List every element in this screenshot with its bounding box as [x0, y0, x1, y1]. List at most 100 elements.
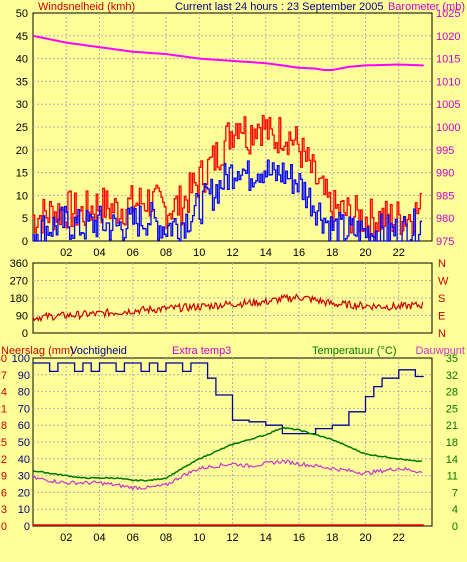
rain-y-tick: 27 — [0, 370, 7, 382]
rain-y-tick: 0 — [1, 521, 7, 533]
rain-y-tick: 24 — [0, 387, 7, 399]
x-tick-label: 18 — [326, 247, 338, 259]
x-tick-label: 12 — [226, 247, 238, 259]
direction-y-tick: 270 — [10, 276, 28, 288]
x-tick-label: 04 — [93, 532, 105, 544]
x-tick-label: 20 — [359, 532, 371, 544]
humidity-y-tick: 40 — [18, 454, 30, 466]
dewpoint-label: Dauwpunt — [415, 345, 465, 357]
wind-y-tick: 50 — [16, 8, 28, 20]
wind-y-tick: 30 — [16, 99, 28, 111]
baro-y-tick: 1015 — [436, 54, 460, 66]
temperature-y-tick: 11 — [447, 471, 458, 483]
page-title: Current last 24 hours : 23 September 200… — [175, 1, 384, 13]
humidity-series — [33, 362, 424, 435]
baro-y-tick: 1000 — [436, 122, 460, 134]
humidity-y-tick: 60 — [18, 420, 30, 432]
humidity-y-tick: 30 — [18, 471, 30, 483]
direction-compass-label: W — [438, 276, 449, 288]
humidity-y-tick: 100 — [12, 353, 30, 365]
wind-y-tick: 10 — [16, 190, 28, 202]
wind-y-tick: 5 — [22, 213, 28, 225]
wind-average-series — [32, 159, 422, 242]
wind-direction-series — [32, 293, 424, 323]
temperature-y-tick: 14 — [446, 454, 458, 466]
temperature-series — [32, 426, 423, 482]
wind-y-tick: 0 — [22, 236, 28, 248]
rain-y-tick: 9 — [1, 471, 7, 483]
baro-y-tick: 985 — [436, 190, 454, 202]
x-tick-label: 16 — [293, 532, 305, 544]
temperature-y-tick: 35 — [446, 353, 458, 365]
rain-y-tick: 21 — [0, 403, 7, 415]
extra-temp-label: Extra temp3 — [172, 345, 232, 357]
temperature-y-tick: 0 — [452, 521, 458, 533]
rain-y-tick: 15 — [0, 437, 7, 449]
direction-y-tick: 90 — [16, 311, 28, 323]
x-tick-label: 14 — [260, 532, 272, 544]
direction-compass-label: E — [438, 311, 445, 323]
temperature-y-tick: 21 — [446, 420, 458, 432]
wind-y-tick: 40 — [16, 54, 28, 66]
baro-y-tick: 1020 — [436, 31, 460, 43]
x-tick-label: 20 — [359, 247, 371, 259]
direction-panel — [32, 262, 433, 334]
x-tick-label: 06 — [127, 532, 139, 544]
rain-y-tick: 18 — [0, 420, 7, 432]
humidity-y-tick: 50 — [18, 437, 30, 449]
x-tick-label: 18 — [326, 532, 338, 544]
x-tick-label: 08 — [160, 532, 172, 544]
barometer-series — [32, 34, 424, 71]
temperature-y-tick: 18 — [446, 437, 458, 449]
dewpoint-series — [32, 459, 423, 491]
x-tick-label: 14 — [260, 247, 272, 259]
x-tick-label: 02 — [60, 247, 72, 259]
wind-y-tick: 20 — [16, 145, 28, 157]
baro-y-tick: 1010 — [436, 76, 460, 88]
x-tick-label: 10 — [193, 247, 205, 259]
temperature-y-tick: 7 — [452, 487, 458, 499]
wind-gust-series — [32, 114, 422, 239]
x-tick-label: 16 — [293, 247, 305, 259]
x-tick-label: 12 — [226, 532, 238, 544]
temperature-y-tick: 4 — [452, 504, 458, 516]
humidity-label: Vochtigheid — [70, 345, 127, 357]
temperature-y-tick: 25 — [446, 403, 458, 415]
direction-y-tick: 360 — [10, 258, 28, 270]
wind-y-tick: 45 — [16, 31, 28, 43]
temperature-label: Temperatuur (°C) — [312, 345, 397, 357]
baro-y-tick: 975 — [436, 236, 454, 248]
temperature-y-tick: 32 — [446, 370, 458, 382]
direction-y-tick: 0 — [22, 328, 28, 340]
barometer-label: Barometer (mb) — [387, 1, 465, 13]
humidity-y-tick: 80 — [18, 387, 30, 399]
x-tick-label: 08 — [160, 247, 172, 259]
rain-y-tick: 30 — [0, 353, 7, 365]
direction-y-tick: 180 — [10, 293, 28, 305]
rain-y-tick: 6 — [1, 487, 7, 499]
direction-compass-label: N — [438, 328, 446, 340]
direction-compass-label: N — [438, 258, 446, 270]
baro-y-tick: 1005 — [436, 99, 460, 111]
temperature-y-tick: 28 — [446, 387, 458, 399]
baro-y-tick: 980 — [436, 213, 454, 225]
humidity-y-tick: 0 — [24, 521, 30, 533]
direction-compass-label: S — [438, 293, 445, 305]
humidity-y-tick: 20 — [18, 487, 30, 499]
wind-y-tick: 25 — [16, 122, 28, 134]
baro-y-tick: 995 — [436, 145, 454, 157]
wind-speed-label: Windsnelheid (kmh) — [38, 1, 136, 13]
humidity-y-tick: 70 — [18, 403, 30, 415]
x-tick-label: 22 — [393, 532, 405, 544]
rain-y-tick: 12 — [0, 454, 7, 466]
x-tick-label: 10 — [193, 532, 205, 544]
humidity-y-tick: 10 — [18, 504, 30, 516]
rain-y-tick: 3 — [1, 504, 7, 516]
humidity-y-tick: 90 — [18, 370, 30, 382]
x-tick-label: 02 — [60, 532, 72, 544]
wind-y-tick: 35 — [16, 76, 28, 88]
rain-label: Neerslag (mm) — [1, 345, 74, 357]
x-tick-label: 04 — [93, 247, 105, 259]
x-tick-label: 22 — [393, 247, 405, 259]
